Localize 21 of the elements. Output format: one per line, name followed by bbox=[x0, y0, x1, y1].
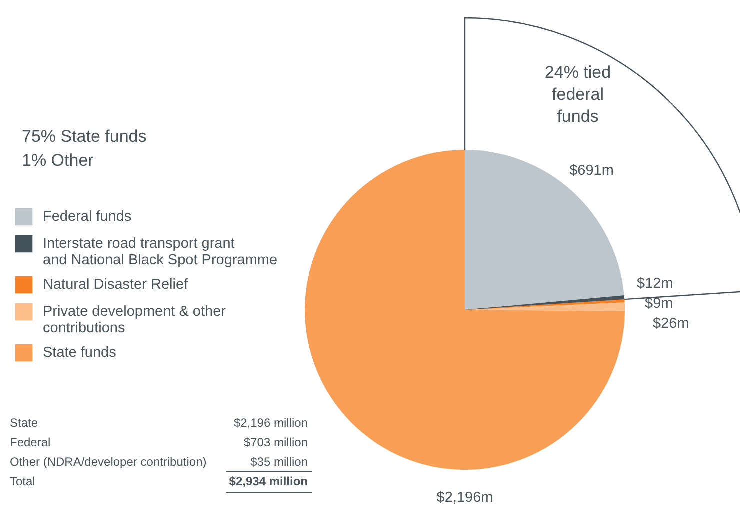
legend-label: Private development & other contributions bbox=[43, 304, 226, 336]
legend-label: Interstate road transport grant and National Black Spot Programme bbox=[43, 236, 278, 268]
text: 75% State funds 1% Other bbox=[22, 127, 147, 170]
legend-label: Natural Disaster Relief bbox=[43, 277, 190, 293]
data-label: $9m bbox=[645, 296, 674, 312]
text: Federal bbox=[10, 436, 51, 450]
text: $703 million bbox=[244, 436, 308, 450]
legend-label: State funds bbox=[43, 345, 116, 361]
text: 24% tied federal funds bbox=[544, 63, 612, 126]
text: Other (NDRA/developer contribution) bbox=[10, 455, 207, 469]
pie-slice bbox=[465, 150, 624, 310]
text: $35 million bbox=[250, 455, 308, 469]
data-label: $26m bbox=[653, 316, 690, 332]
text: $2,934 million bbox=[229, 474, 308, 488]
text: $2,196 million bbox=[234, 416, 308, 430]
text: State bbox=[10, 416, 38, 430]
legend-label: Federal funds bbox=[43, 209, 132, 225]
data-label: $691m bbox=[570, 163, 614, 180]
data-label: $12m bbox=[637, 276, 674, 292]
data-label: $2,196m bbox=[436, 490, 494, 506]
text: Total bbox=[10, 474, 36, 488]
